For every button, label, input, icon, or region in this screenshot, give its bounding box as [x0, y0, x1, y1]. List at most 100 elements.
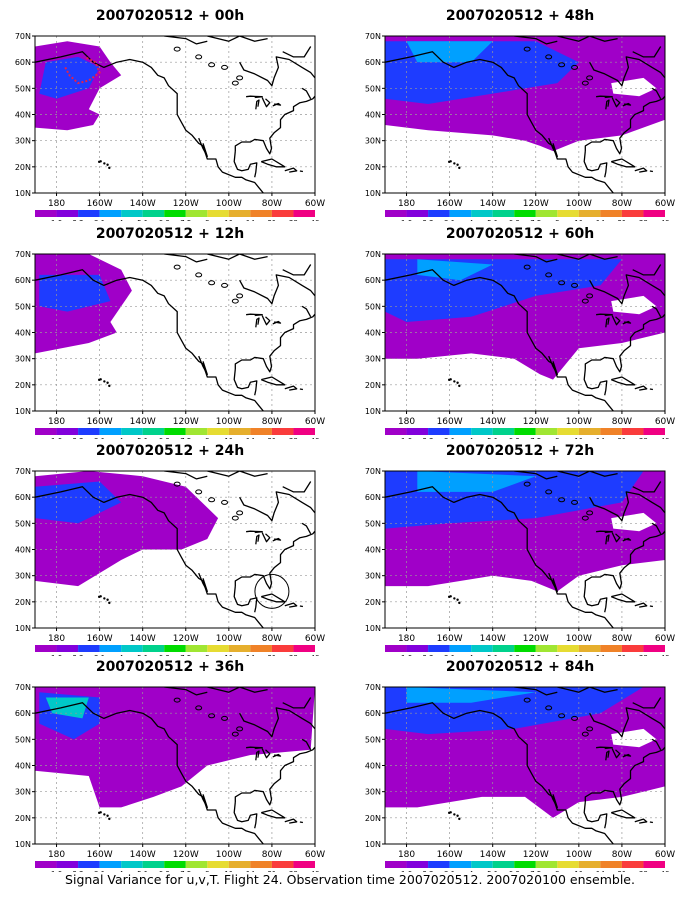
map-panel-72h: 2007020512 + 72h 180 160W 140W 120W 100W 80W 6…	[350, 441, 690, 656]
colorbar-segment	[121, 645, 143, 652]
lat-tick-label: 30N	[15, 137, 31, 146]
panel-title: 2007020512 + 24h	[95, 443, 245, 459]
coastline	[260, 158, 286, 168]
lake	[545, 705, 553, 711]
island	[453, 813, 456, 816]
coastline	[164, 687, 208, 696]
lat-tick-label: 40N	[365, 762, 381, 771]
coastline	[584, 95, 665, 155]
lon-tick-label: 140W	[130, 417, 156, 427]
coastline	[548, 572, 558, 593]
lat-tick-label: 30N	[15, 355, 31, 364]
lon-tick-label: 80W	[612, 850, 632, 860]
lake	[523, 264, 531, 270]
lake	[208, 280, 216, 286]
colorbar-label: 3.1	[444, 654, 455, 656]
coastline	[649, 605, 654, 608]
lat-tick-label: 10N	[15, 407, 31, 416]
lake	[558, 62, 566, 68]
colorbar-label: 29	[289, 437, 298, 439]
variance-field	[35, 254, 315, 411]
lon-tick-label: 160W	[87, 634, 113, 644]
lake	[173, 264, 181, 270]
coastline	[584, 530, 665, 590]
coastline	[282, 697, 312, 709]
colorbar-label: 40	[661, 870, 670, 872]
lake	[173, 481, 181, 487]
coastline	[164, 36, 208, 45]
coastline	[301, 738, 312, 751]
lat-tick-label: 60N	[15, 58, 31, 67]
lake	[236, 510, 244, 516]
coastline	[35, 51, 265, 193]
colorbar-label: 3.1	[444, 870, 455, 872]
variance-contour-high	[417, 471, 536, 492]
colorbar-segment	[385, 210, 407, 217]
coastline	[632, 697, 662, 709]
colorbar-label: 11	[574, 437, 583, 439]
coastline	[239, 707, 315, 738]
lat-tick-label: 50N	[365, 735, 381, 744]
lake	[208, 62, 216, 68]
colorbar-label: 6.3	[159, 870, 170, 872]
colorbar-label: 3.1	[94, 219, 105, 221]
colorbar-label: 29	[639, 870, 648, 872]
lat-tick-label: 10N	[15, 189, 31, 198]
lake	[571, 499, 579, 505]
lat-tick-label: 20N	[365, 381, 381, 390]
map-panel-36h: 2007020512 + 36h 180 160W 140W 120W 100W 80W 6…	[0, 657, 340, 872]
coastline	[514, 36, 558, 45]
colorbar-label: 40	[661, 219, 670, 221]
lat-tick-label: 20N	[15, 381, 31, 390]
panel-title: 2007020512 + 60h	[445, 226, 595, 242]
lat-tick-label: 60N	[365, 493, 381, 502]
map-plot: 180 160W 140W 120W 100W 80W 60W 10N 20N 30N 40N 50N…	[15, 683, 325, 872]
colorbar-segment	[535, 861, 558, 868]
coastline	[596, 313, 613, 317]
lat-tick-label: 20N	[15, 163, 31, 172]
colorbar-segment	[35, 210, 57, 217]
colorbar-label: 4	[469, 437, 474, 439]
colorbar-label: 21	[267, 437, 276, 439]
variance-contour-mid	[39, 56, 100, 99]
island	[458, 384, 461, 388]
variance-field	[385, 471, 665, 628]
colorbar-segment	[471, 861, 493, 868]
lat-tick-label: 10N	[15, 624, 31, 633]
variance-field	[385, 36, 665, 193]
coastline	[548, 137, 558, 158]
flight-track	[64, 56, 101, 85]
colorbar-segment	[78, 428, 100, 435]
colorbar-label: 1.6	[401, 870, 413, 872]
map-plot: 180 160W 140W 120W 100W 80W 60W 10N 20N 30N 40N 50N…	[365, 683, 675, 872]
colorbar-segment	[557, 861, 579, 868]
colorbar-segment	[621, 645, 644, 652]
coastline	[299, 821, 304, 824]
colorbar-label: 9	[555, 437, 559, 439]
coastline	[514, 254, 558, 263]
colorbar-segment	[78, 210, 100, 217]
colorbar-segment	[164, 645, 186, 652]
colorbar-label: 3.1	[444, 437, 455, 439]
colorbar-segment	[492, 861, 515, 868]
lon-tick-label: 180	[48, 199, 65, 209]
colorbar-segment	[621, 428, 644, 435]
colorbar-segment	[121, 428, 143, 435]
colorbar-segment	[293, 428, 315, 435]
colorbar-segment	[121, 861, 143, 868]
lat-tick-label: 40N	[15, 111, 31, 120]
colorbar-label: 2.2	[73, 219, 84, 221]
colorbar-segment	[578, 210, 601, 217]
colorbar-label: 3.1	[444, 219, 455, 221]
lat-tick-label: 40N	[365, 546, 381, 555]
colorbar-label: 11	[224, 870, 233, 872]
lake	[545, 272, 553, 278]
lat-tick-label: 10N	[365, 407, 381, 416]
colorbar-label: 2.2	[423, 870, 434, 872]
coastline	[605, 750, 610, 761]
lake	[173, 697, 181, 703]
coastline	[548, 355, 558, 376]
colorbar-segment	[449, 861, 472, 868]
colorbar-segment	[35, 645, 57, 652]
lon-tick-label: 60W	[655, 417, 675, 427]
